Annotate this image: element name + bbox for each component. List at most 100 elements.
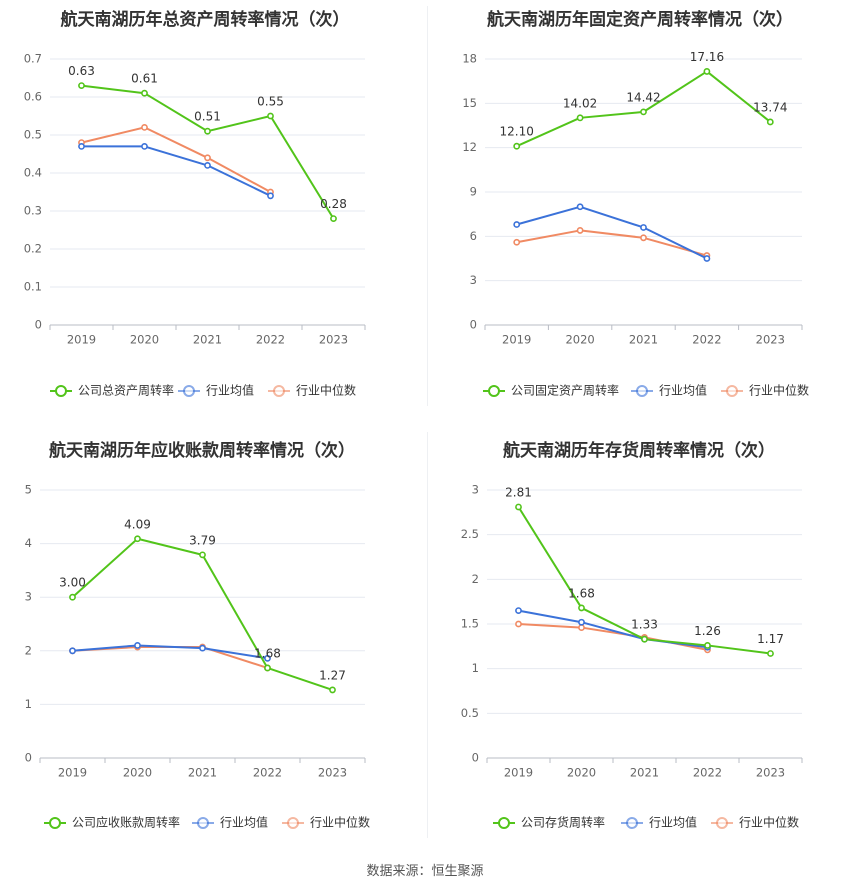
data-label: 1.33	[631, 618, 658, 632]
y-tick-label: 0.7	[24, 52, 42, 66]
data-point	[69, 593, 76, 601]
data-point	[199, 644, 206, 652]
legend-label: 行业均值	[659, 383, 707, 398]
legend-marker	[716, 817, 728, 829]
data-point	[204, 127, 211, 135]
data-label: 4.09	[124, 517, 151, 531]
data-label: 2.81	[505, 485, 532, 499]
series-line	[518, 623, 708, 651]
chart-panel: 航天南湖历年应收账款周转率情况（次） 0 1 2 3 4 5 2019 2020 2021 2022…	[25, 440, 370, 830]
data-label: 14.42	[626, 90, 660, 104]
data-label: 1.27	[319, 668, 346, 682]
legend-label: 行业中位数	[296, 383, 356, 398]
data-point	[704, 642, 711, 649]
legend-label: 公司应收账款周转率	[72, 815, 180, 830]
y-tick-label: 0	[25, 751, 32, 765]
data-label: 0.63	[68, 64, 95, 78]
data-point	[640, 234, 647, 242]
x-tick-label: 2019	[58, 766, 87, 780]
data-point	[141, 142, 148, 150]
y-tick-label: 3	[470, 273, 477, 287]
data-point	[267, 112, 274, 120]
x-tick-label: 2021	[630, 766, 659, 780]
x-tick-label: 2022	[256, 333, 285, 347]
legend-label: 公司固定资产周转率	[511, 383, 619, 398]
data-point	[513, 142, 521, 150]
data-label: 3.79	[189, 533, 216, 547]
data-point	[134, 642, 141, 649]
chart-title: 航天南湖历年固定资产周转率情况（次）	[487, 9, 793, 30]
y-tick-label: 0.5	[461, 706, 479, 720]
chart-panel: 航天南湖历年固定资产周转率情况（次） 0 3 6 9 12 15 18 2019 2020 2021…	[462, 9, 809, 398]
series-line	[72, 644, 268, 660]
data-point	[576, 203, 584, 211]
legend-marker	[488, 385, 500, 397]
y-tick-label: 0.2	[24, 242, 42, 256]
y-tick-label: 2	[472, 572, 479, 586]
data-point	[641, 635, 648, 643]
y-tick-label: 0.3	[24, 204, 42, 218]
data-label: 1.17	[757, 632, 784, 646]
data-label: 12.10	[500, 125, 534, 139]
data-point	[78, 82, 85, 89]
x-tick-label: 2021	[629, 333, 658, 347]
legend-label: 行业中位数	[739, 815, 799, 830]
data-point	[576, 114, 584, 122]
x-tick-label: 2023	[318, 766, 347, 780]
y-tick-label: 1.5	[461, 617, 479, 631]
legend-marker	[49, 817, 61, 829]
data-point	[515, 503, 522, 511]
data-label: 0.51	[194, 110, 221, 124]
x-tick-label: 2019	[502, 333, 531, 347]
chart-panel: 航天南湖历年总资产周转率情况（次） 0 0.1 0.2 0.3 0.4 0.5 0.6 0.7 2…	[24, 9, 366, 398]
y-tick-label: 1	[472, 661, 479, 675]
series-line	[81, 145, 271, 197]
y-tick-label: 1	[25, 697, 32, 711]
y-tick-label: 2.5	[461, 527, 479, 541]
data-label: 1.68	[254, 646, 281, 660]
y-tick-label: 5	[25, 483, 32, 497]
x-tick-label: 2021	[188, 766, 217, 780]
data-point	[329, 686, 336, 694]
vertical-divider	[427, 432, 428, 838]
y-tick-label: 2	[25, 643, 32, 657]
y-tick-label: 4	[25, 536, 32, 550]
y-tick-label: 3	[25, 590, 32, 604]
legend-marker	[287, 817, 299, 829]
data-label: 0.61	[131, 72, 158, 86]
data-point	[78, 142, 85, 150]
data-label: 0.55	[257, 95, 284, 109]
data-point	[703, 68, 711, 75]
legend-label: 行业中位数	[310, 815, 370, 830]
y-tick-label: 15	[462, 96, 477, 110]
x-tick-label: 2022	[693, 766, 722, 780]
y-tick-label: 3	[472, 483, 479, 497]
chart-title: 航天南湖历年应收账款周转率情况（次）	[49, 440, 355, 461]
data-point	[578, 624, 585, 631]
data-point	[199, 551, 206, 559]
y-tick-label: 0	[35, 318, 42, 332]
y-tick-label: 6	[470, 229, 477, 243]
x-tick-label: 2022	[692, 333, 721, 347]
legend-label: 行业均值	[206, 383, 254, 398]
x-tick-label: 2023	[756, 333, 785, 347]
legend-marker	[197, 817, 209, 829]
y-tick-label: 0	[470, 318, 477, 332]
y-tick-label: 12	[462, 140, 477, 154]
data-point	[515, 607, 522, 614]
chart-title: 航天南湖历年总资产周转率情况（次）	[61, 9, 350, 30]
data-point	[640, 224, 647, 231]
legend-marker	[273, 385, 285, 397]
data-point	[578, 604, 585, 612]
legend-marker	[626, 817, 638, 829]
legend-marker	[636, 385, 648, 397]
x-tick-label: 2022	[253, 766, 282, 780]
data-point	[640, 108, 647, 116]
data-point	[141, 124, 148, 131]
data-point	[513, 238, 521, 246]
data-point	[703, 255, 711, 262]
x-tick-label: 2019	[67, 333, 96, 347]
data-point	[267, 192, 274, 200]
legend-marker	[498, 817, 510, 829]
